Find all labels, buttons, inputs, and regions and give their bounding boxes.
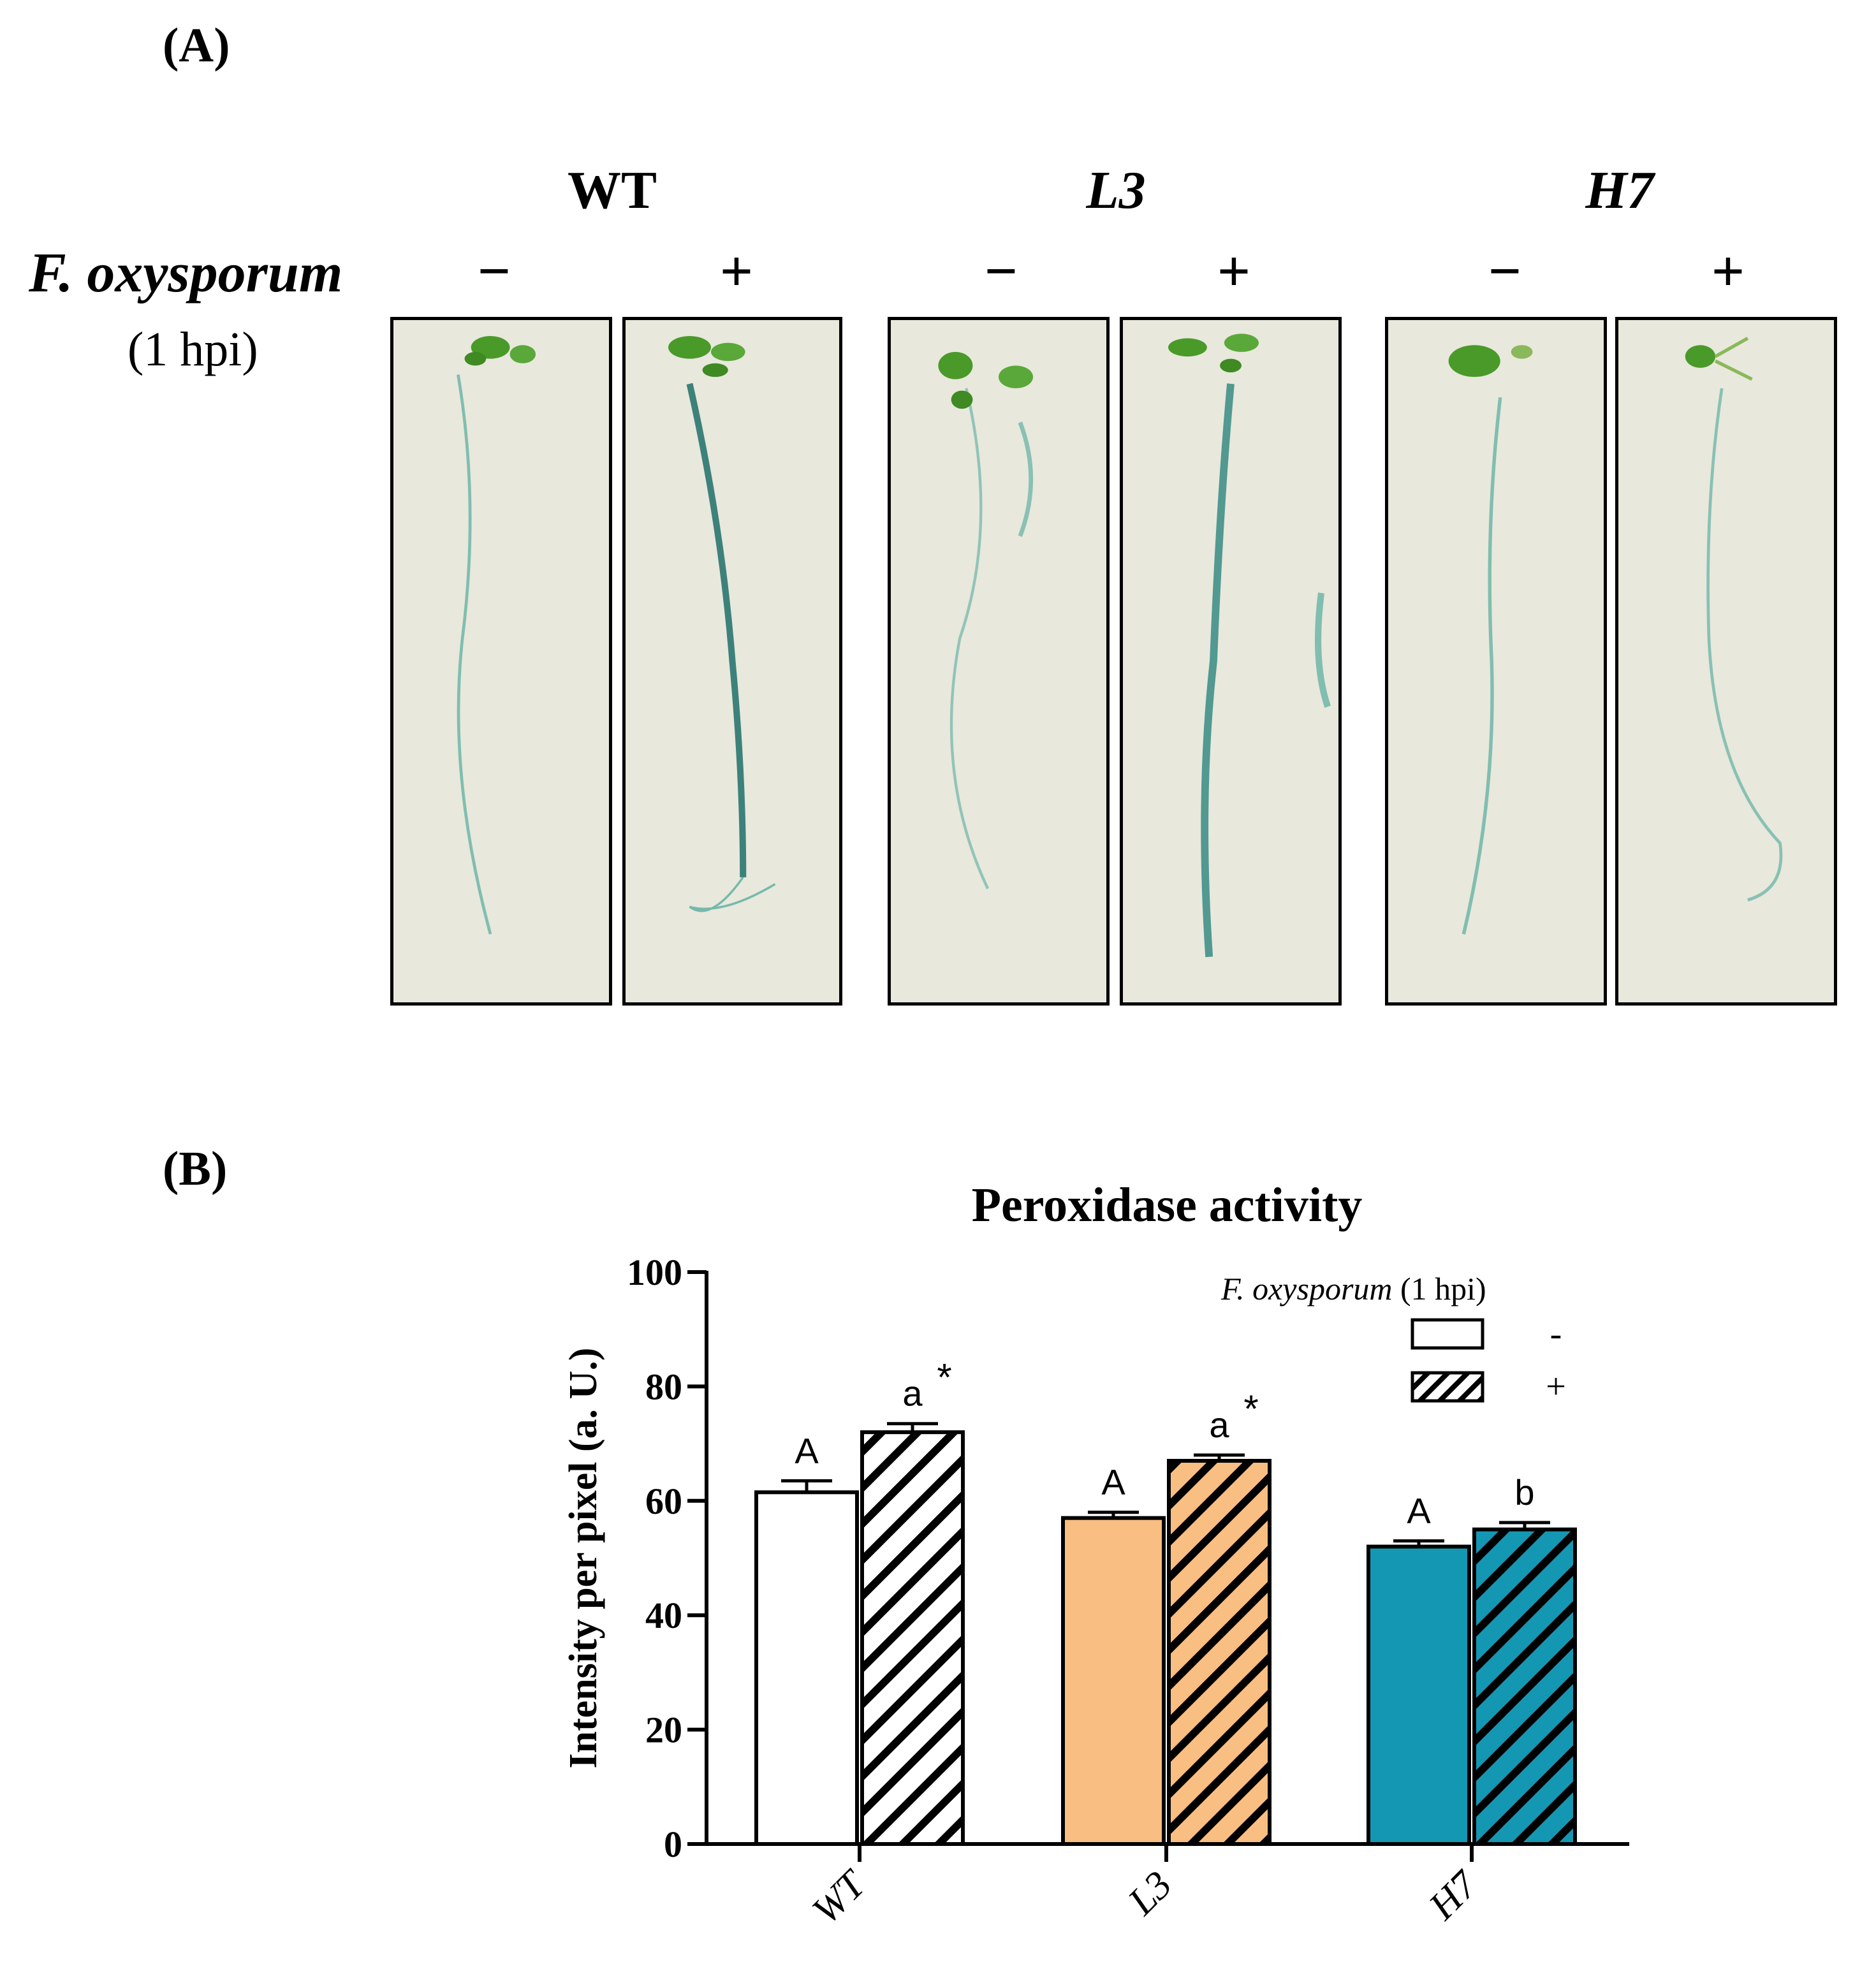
significance-letter: a [1209,1405,1229,1445]
bar [1061,1516,1166,1846]
chart-title: Peroxidase activity [972,1178,1363,1232]
significance-letter: b [1514,1472,1534,1512]
significance-letter: a [902,1373,923,1414]
significance-letter: A [795,1430,819,1470]
time-label: (1 hpi) [128,323,258,376]
bar [754,1490,859,1846]
legend-title-italic: F. oxysporum [1220,1271,1393,1306]
seedling-photo-wt-minus [390,317,612,1006]
significance-star: * [1243,1387,1258,1430]
bar [860,1430,965,1846]
bar [1472,1527,1577,1846]
y-axis-label: Intensity per pixel (a. U.) [562,1347,605,1768]
significance-letter: A [1407,1491,1431,1531]
bar [1167,1459,1271,1846]
legend-swatch [1411,1318,1484,1350]
genotype-label-wt: WT [567,161,657,220]
seedling-photo-h7-minus [1385,317,1607,1006]
x-tick-label: WT [804,1861,876,1933]
x-tick-label: L3 [1120,1863,1180,1924]
sign-wt-minus: − [477,238,511,304]
x-tick-label: H7 [1421,1862,1487,1928]
legend-label: - [1550,1314,1562,1354]
significance-star: * [937,1356,951,1399]
seedling-photo-l3-plus [1120,317,1342,1006]
legend-title: F. oxysporum (1 hpi) [1220,1271,1486,1306]
seedling-photo-wt-plus [622,317,842,1006]
seedling-photo-l3-minus [888,317,1110,1006]
sign-wt-plus: + [719,238,754,304]
legend-title-plain: (1 hpi) [1393,1271,1486,1306]
legend-label: + [1546,1367,1566,1407]
genotype-label-h7: H7 [1585,161,1654,220]
panel-b-label: (B) [163,1142,228,1196]
panel-a-label: (A) [163,18,230,72]
sign-l3-minus: − [984,238,1018,304]
sign-h7-plus: + [1711,238,1745,304]
bar [1367,1544,1471,1847]
y-tick-label: 60 [645,1481,682,1522]
sign-h7-minus: − [1488,238,1522,304]
genotype-label-l3: L3 [1086,161,1146,220]
significance-letter: A [1101,1462,1125,1502]
sign-l3-plus: + [1217,238,1251,304]
y-tick-label: 0 [664,1824,682,1865]
legend-swatch [1411,1371,1484,1403]
seedling-photo-h7-plus [1615,317,1837,1006]
y-tick-label: 20 [645,1709,682,1751]
y-tick-label: 100 [627,1252,682,1293]
treatment-label: F. oxysporum [29,242,343,304]
y-tick-label: 80 [645,1366,682,1407]
y-tick-label: 40 [645,1595,682,1636]
